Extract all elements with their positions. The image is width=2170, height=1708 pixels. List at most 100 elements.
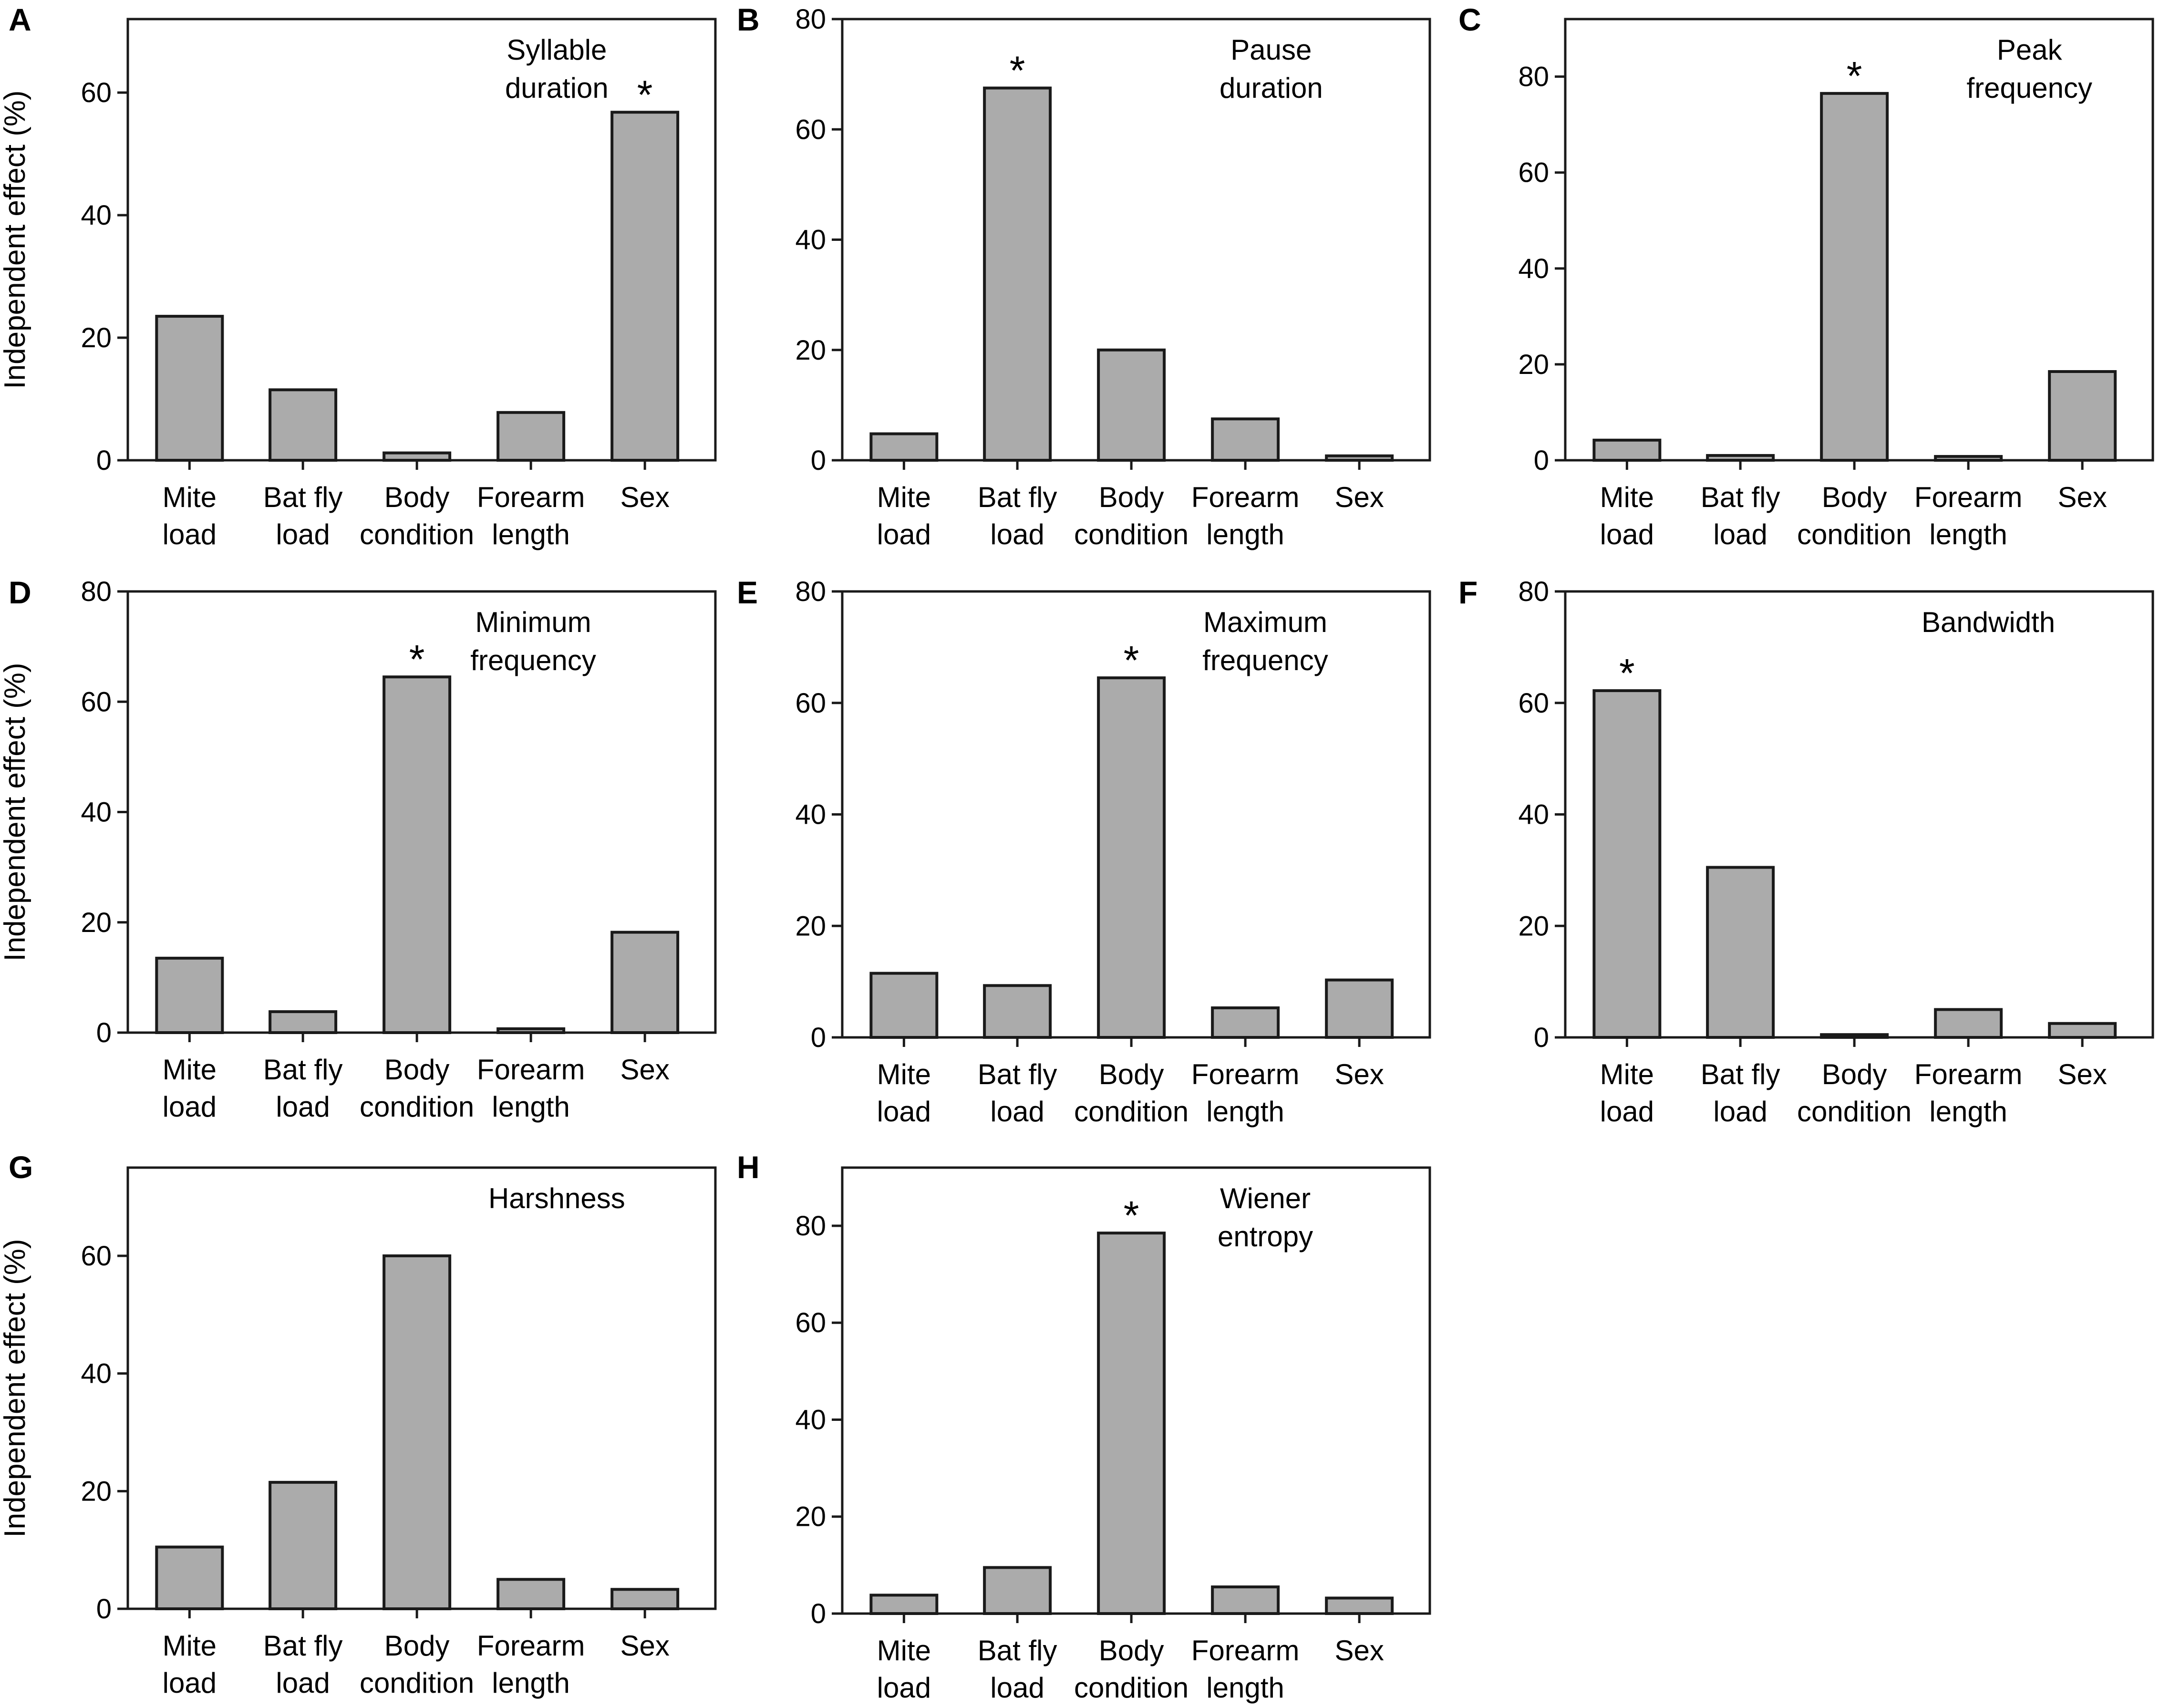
- y-tick-label: 60: [81, 77, 112, 108]
- y-tick-label: 40: [795, 799, 826, 830]
- y-tick-label: 40: [1518, 799, 1549, 830]
- y-tick-label: 0: [1534, 1022, 1549, 1053]
- category-label: Bat fly: [263, 481, 343, 513]
- category-label: load: [163, 518, 217, 550]
- panel-title: frequency: [470, 644, 596, 676]
- category-label: load: [163, 1667, 217, 1699]
- category-label: load: [163, 1091, 217, 1123]
- y-tick-label: 20: [795, 335, 826, 366]
- bar: [1934, 455, 2003, 462]
- category-label: Body: [1822, 1058, 1887, 1090]
- category-label: Body: [384, 1054, 450, 1086]
- significance-marker: *: [1124, 1193, 1139, 1238]
- bar: [496, 411, 566, 462]
- category-label: load: [276, 1667, 330, 1699]
- y-tick-label: 60: [81, 686, 112, 717]
- panel-title: Syllable: [506, 34, 607, 66]
- category-label: Sex: [1334, 1635, 1384, 1667]
- category-label: Forearm: [1191, 1635, 1300, 1667]
- category-label: length: [492, 1091, 569, 1123]
- panel-letter: D: [9, 575, 31, 610]
- y-tick-label: 20: [81, 322, 112, 353]
- category-label: load: [990, 518, 1044, 550]
- bar: [1097, 676, 1166, 1039]
- bar: [1325, 978, 1394, 1039]
- category-label: length: [492, 1667, 569, 1699]
- category-label: condition: [1797, 518, 1912, 550]
- y-tick-label: 80: [795, 4, 826, 35]
- bar: [610, 1588, 680, 1611]
- category-label: load: [877, 518, 931, 550]
- bar: [1934, 1008, 2003, 1039]
- panel-D: 0 20 40 60 80 Mite load Bat fly load Body conditio…: [0, 575, 717, 1123]
- category-label: Mite: [877, 1058, 931, 1090]
- bar: [382, 451, 452, 462]
- panel-title: Wiener: [1220, 1182, 1311, 1214]
- category-label: Sex: [620, 1054, 669, 1086]
- category-label: Bat fly: [978, 1058, 1057, 1090]
- category-label: Bat fly: [263, 1054, 343, 1086]
- y-tick-label: 20: [1518, 911, 1549, 942]
- panel-A: 0 20 40 60 Mite load Bat fly load Body conditionF…: [0, 2, 717, 550]
- bar: [155, 315, 224, 462]
- bar: [1211, 417, 1280, 462]
- y-tick-label: 80: [81, 576, 112, 607]
- panel-H: 0 20 40 60 80 Mite load Bat fly load Body conditio…: [737, 1149, 1431, 1704]
- category-label: length: [1206, 518, 1284, 550]
- bar: [155, 1545, 224, 1610]
- category-label: Mite: [1600, 1058, 1654, 1090]
- bar: [1592, 689, 1662, 1039]
- panel-letter: F: [1458, 575, 1478, 610]
- category-label: Sex: [2057, 481, 2107, 513]
- y-tick-label: 20: [795, 911, 826, 942]
- bar: [1592, 438, 1662, 462]
- category-label: Forearm: [477, 1630, 585, 1662]
- y-tick-label: 40: [795, 1404, 826, 1435]
- y-tick-label: 20: [795, 1501, 826, 1532]
- panel-title: frequency: [1967, 72, 2093, 104]
- y-tick-label: 0: [1534, 445, 1549, 476]
- category-label: Bat fly: [978, 481, 1057, 513]
- panel-B: 0 20 40 60 80 Mite load Bat fly load * Body conditi…: [737, 2, 1431, 550]
- bar: [269, 388, 338, 462]
- significance-marker: *: [1847, 53, 1862, 98]
- bar: [1325, 454, 1394, 462]
- category-label: Forearm: [477, 481, 585, 513]
- category-label: load: [1713, 1096, 1767, 1128]
- category-label: load: [877, 1672, 931, 1704]
- panel-title: entropy: [1218, 1221, 1313, 1253]
- panel-F: 0 20 40 60 80 Mite load * Bat fly load Body conditi…: [1458, 575, 2154, 1128]
- category-label: condition: [360, 1667, 474, 1699]
- category-label: load: [276, 518, 330, 550]
- bar: [269, 1010, 338, 1034]
- panel-title: Harshness: [488, 1182, 625, 1214]
- category-label: Mite: [1600, 481, 1654, 513]
- category-label: Forearm: [1914, 481, 2023, 513]
- category-label: Sex: [1334, 1058, 1384, 1090]
- bar: [983, 86, 1052, 462]
- category-label: Mite: [877, 1635, 931, 1667]
- category-label: load: [276, 1091, 330, 1123]
- y-tick-label: 40: [795, 225, 826, 256]
- bar: [2048, 370, 2117, 462]
- bar: [1211, 1006, 1280, 1039]
- significance-marker: *: [1619, 651, 1635, 695]
- bar: [1097, 1232, 1166, 1615]
- category-label: Mite: [163, 481, 217, 513]
- y-tick-label: 0: [96, 445, 112, 476]
- category-label: load: [1600, 1096, 1654, 1128]
- bar: [610, 931, 680, 1034]
- y-axis-label: Independent effect (%): [0, 1239, 31, 1537]
- category-label: Mite: [877, 481, 931, 513]
- category-label: Mite: [163, 1630, 217, 1662]
- category-label: Bat fly: [263, 1630, 343, 1662]
- category-label: length: [1206, 1672, 1284, 1704]
- y-tick-label: 0: [811, 1022, 826, 1053]
- y-tick-label: 40: [81, 200, 112, 231]
- y-tick-label: 60: [1518, 157, 1549, 188]
- category-label: load: [877, 1096, 931, 1128]
- panel-letter: C: [1458, 2, 1481, 37]
- y-tick-label: 40: [81, 797, 112, 828]
- y-tick-label: 20: [1518, 349, 1549, 380]
